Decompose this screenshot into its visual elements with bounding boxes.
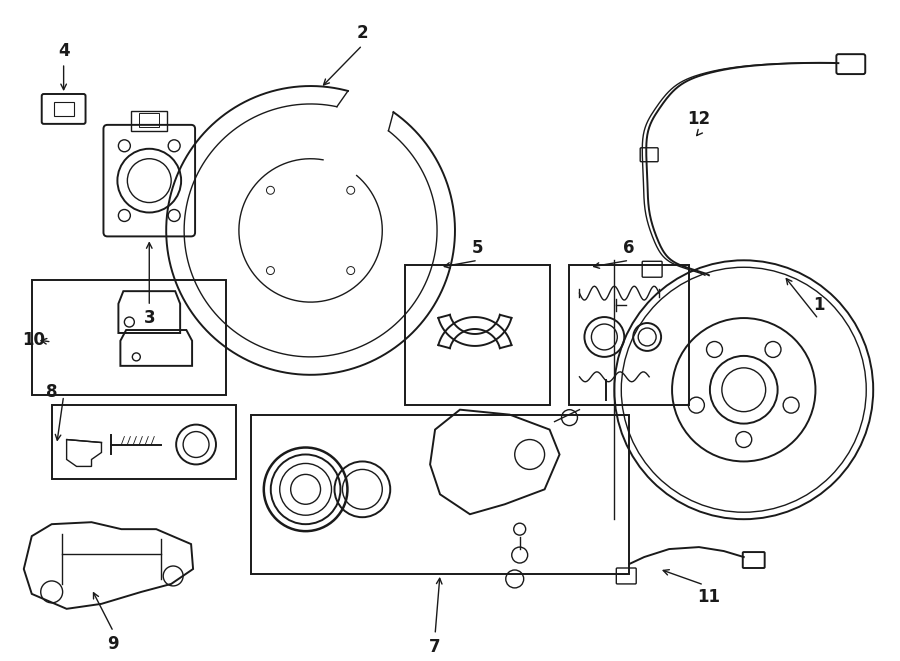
Bar: [251, 414, 629, 574]
Text: 11: 11: [698, 588, 720, 606]
Text: 10: 10: [22, 331, 45, 349]
Text: 4: 4: [58, 42, 69, 60]
Text: 5: 5: [472, 239, 483, 257]
Text: 2: 2: [356, 24, 368, 42]
Text: 8: 8: [46, 383, 58, 401]
Text: 1: 1: [813, 296, 824, 314]
Bar: [32, 280, 226, 395]
Bar: [54, 102, 74, 116]
Text: 7: 7: [429, 638, 441, 656]
Bar: [51, 405, 236, 479]
Bar: [140, 113, 159, 127]
Text: 12: 12: [688, 110, 710, 128]
Bar: [405, 265, 550, 405]
Text: 9: 9: [108, 635, 119, 652]
Text: 6: 6: [624, 239, 635, 257]
Text: 3: 3: [143, 309, 155, 327]
Bar: [570, 265, 689, 405]
Bar: [131, 111, 167, 131]
